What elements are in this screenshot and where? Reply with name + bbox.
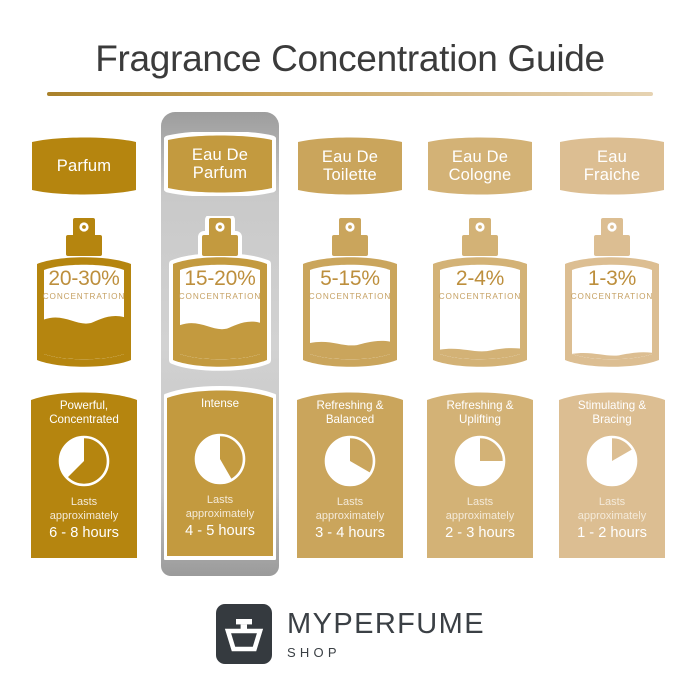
duration-pie-icon-5 — [586, 435, 638, 487]
description-card-content: Refreshing & Uplifting Lasts approximately 2… — [424, 386, 536, 562]
category-header-shape — [556, 134, 668, 198]
mood-label: Refreshing & Balanced — [316, 399, 384, 427]
category-header-shape — [164, 132, 276, 196]
perfume-bottle-graphic-4: 2-4% CONCENTRATION — [424, 216, 536, 372]
duration-pie-icon-4 — [454, 435, 506, 487]
mood-label: Intense — [200, 397, 240, 410]
category-header-shape — [28, 134, 140, 198]
category-header-shape — [424, 134, 536, 198]
perfume-bottle-graphic-5: 1-3% CONCENTRATION — [556, 216, 668, 372]
lasts-label: Lasts approximately — [445, 496, 515, 523]
description-card-content: Intense Lasts approximately 4 - 5 hours — [164, 384, 276, 560]
brand-name: MYPERFUME — [287, 607, 485, 640]
duration-hours: 3 - 4 hours — [315, 525, 385, 542]
duration-hours: 2 - 3 hours — [445, 525, 515, 542]
category-header-label: Eau De Parfum — [191, 145, 249, 182]
mood-label: Powerful, Concentrated — [49, 399, 119, 427]
perfume-bottle-icon — [215, 604, 273, 664]
category-header-1[interactable]: Parfum — [28, 134, 140, 198]
column-eau-de-cologne: Eau De Cologne 2-4% CONCENTRATION Refreshing… — [424, 0, 536, 700]
perfume-bottle-graphic-1: 20-30% CONCENTRATION — [28, 216, 140, 372]
description-card-3[interactable]: Refreshing & Balanced Lasts approximately 3 … — [294, 386, 406, 562]
title-underline-rule — [47, 92, 653, 96]
lasts-label: Lasts approximately — [185, 494, 255, 521]
page-title-wrap: Fragrance Concentration Guide — [0, 38, 700, 79]
lasts-label: Lasts approximately — [315, 496, 385, 523]
description-card-2[interactable]: Intense Lasts approximately 4 - 5 hours — [164, 384, 276, 560]
duration-pie-icon-3 — [324, 435, 376, 487]
category-header-label: Eau De Cologne — [448, 147, 512, 184]
description-card-1[interactable]: Powerful, Concentrated Lasts approximately 6… — [28, 386, 140, 562]
perfume-bottle-graphic-3: 5-15% CONCENTRATION — [294, 216, 406, 372]
column-parfum: Parfum 20-30% CONCENTRATION Powerful, Concen… — [28, 0, 140, 700]
duration-pie-icon-2 — [194, 433, 246, 485]
column-eau-de-parfum: Eau De Parfum 15-20% CONCENTRATION Intense La… — [164, 0, 276, 700]
mood-label: Refreshing & Uplifting — [446, 399, 514, 427]
page-title: Fragrance Concentration Guide — [95, 38, 605, 79]
column-eau-de-toilette: Eau De Toilette 5-15% CONCENTRATION Refreshi… — [294, 0, 406, 700]
lasts-label: Lasts approximately — [577, 496, 647, 523]
duration-hours: 4 - 5 hours — [185, 523, 255, 540]
perfume-bottle-graphic-2: 15-20% CONCENTRATION — [164, 216, 276, 372]
description-card-content: Stimulating & Bracing Lasts approximately 1 … — [556, 386, 668, 562]
lasts-label: Lasts approximately — [49, 496, 119, 523]
duration-pie-icon-1 — [58, 435, 110, 487]
category-header-2[interactable]: Eau De Parfum — [164, 132, 276, 196]
footer-logo: MYPERFUME SHOP — [0, 598, 700, 670]
logo-wordmark: MYPERFUME SHOP — [287, 607, 485, 660]
description-card-5[interactable]: Stimulating & Bracing Lasts approximately 1 … — [556, 386, 668, 562]
description-card-content: Refreshing & Balanced Lasts approximately 3 … — [294, 386, 406, 562]
category-header-label: Parfum — [56, 156, 112, 175]
column-eau-fraiche: Eau Fraiche 1-3% CONCENTRATION Stimulating &… — [556, 0, 668, 700]
mood-label: Stimulating & Bracing — [577, 399, 647, 427]
category-header-label: Eau Fraiche — [583, 147, 641, 184]
category-header-4[interactable]: Eau De Cologne — [424, 134, 536, 198]
duration-hours: 6 - 8 hours — [49, 525, 119, 542]
category-header-label: Eau De Toilette — [321, 147, 379, 184]
brand-subtitle: SHOP — [287, 644, 341, 660]
category-header-shape — [294, 134, 406, 198]
description-card-content: Powerful, Concentrated Lasts approximately 6… — [28, 386, 140, 562]
category-header-5[interactable]: Eau Fraiche — [556, 134, 668, 198]
duration-hours: 1 - 2 hours — [577, 525, 647, 542]
category-header-3[interactable]: Eau De Toilette — [294, 134, 406, 198]
description-card-4[interactable]: Refreshing & Uplifting Lasts approximately 2… — [424, 386, 536, 562]
